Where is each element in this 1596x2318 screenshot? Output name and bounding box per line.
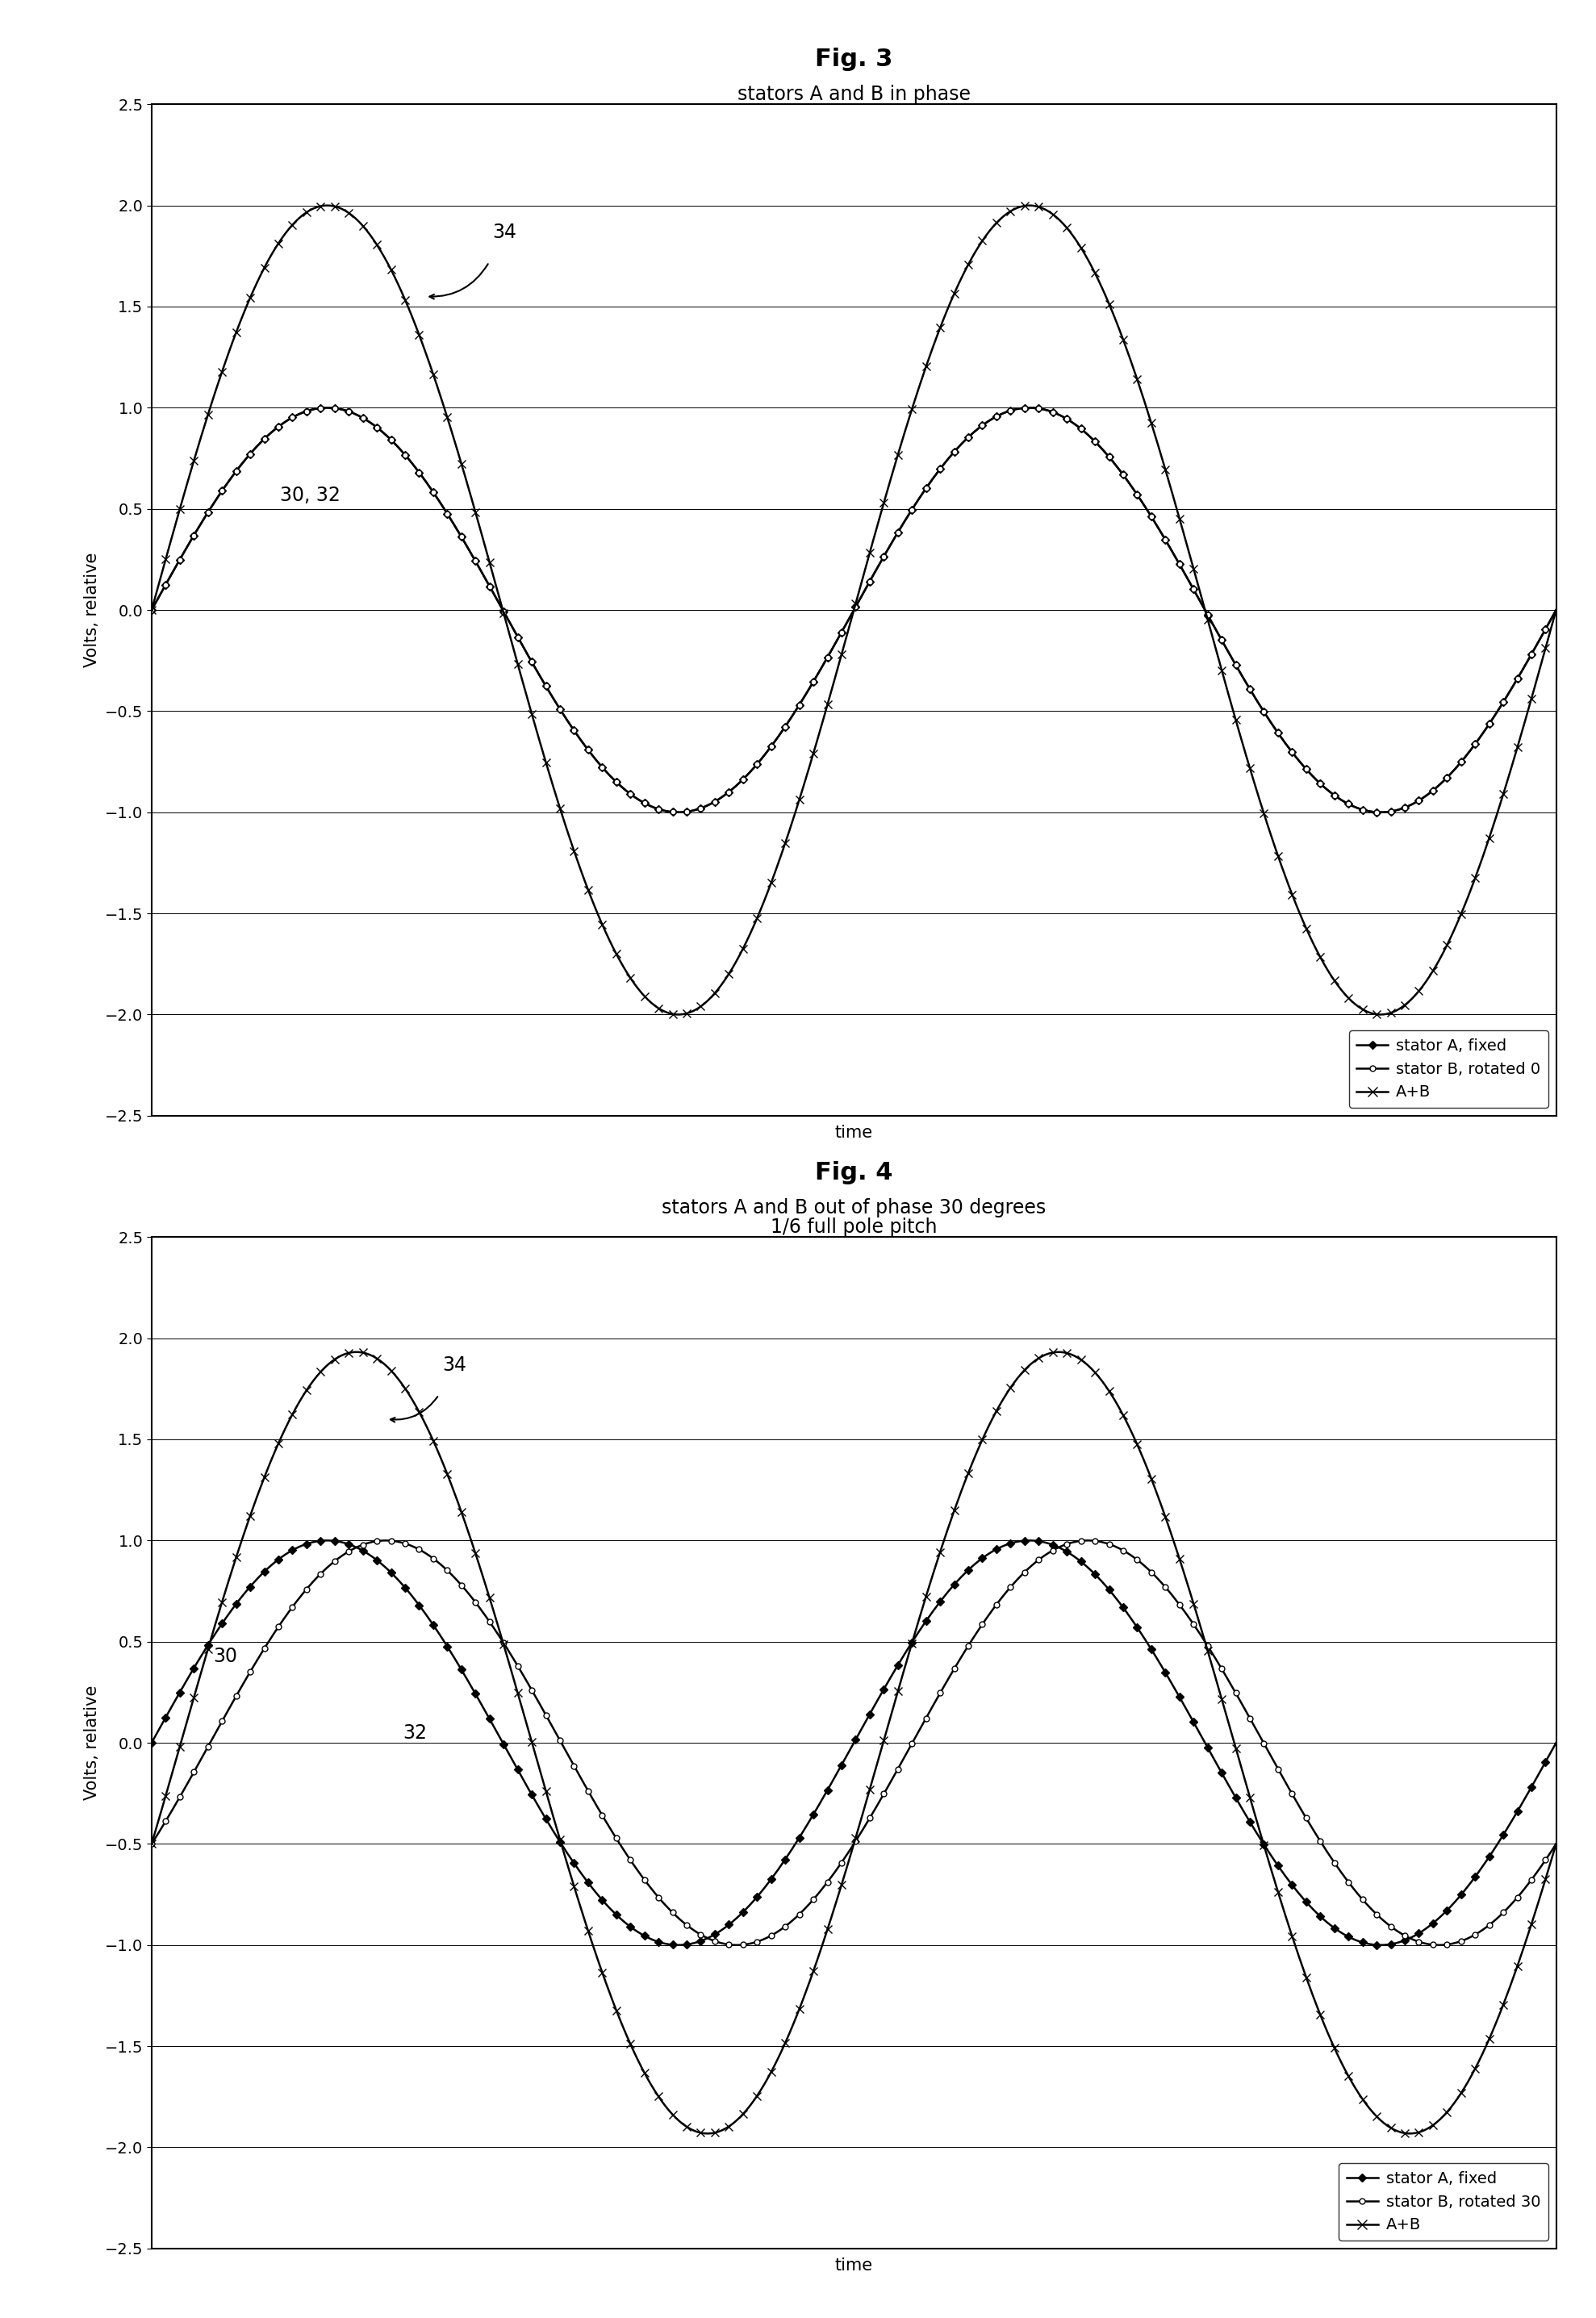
stator A, fixed [142,1729,161,1757]
stator B, rotated 30 [1029,1546,1049,1574]
Line: A+B: A+B [148,202,1559,1018]
X-axis label: time: time [835,2258,873,2274]
stator A, fixed [1029,1528,1049,1555]
A+B [142,1829,161,1857]
stator B, rotated 30 [142,1829,161,1857]
Text: Fig. 4: Fig. 4 [816,1161,892,1184]
Legend: stator A, fixed, stator B, rotated 30, A+B: stator A, fixed, stator B, rotated 30, A… [1339,2163,1548,2242]
Text: stators A and B in phase: stators A and B in phase [737,86,970,104]
stator B, rotated 30 [726,1931,745,1959]
stator B, rotated 0 [603,765,622,793]
stator A, fixed [1029,394,1049,422]
A+B [1163,1523,1183,1551]
stator B, rotated 0 [1547,596,1566,624]
stator A, fixed [1371,1931,1390,1959]
stator B, rotated 0 [318,394,337,422]
stator B, rotated 0 [1371,797,1390,825]
A+B [1029,192,1049,220]
A+B [705,2119,725,2146]
stator B, rotated 30 [1163,1581,1183,1609]
A+B [702,983,721,1011]
Y-axis label: Volts, relative: Volts, relative [85,1685,101,1801]
A+B [142,596,161,624]
Line: stator B, rotated 0: stator B, rotated 0 [148,406,1559,816]
stator B, rotated 30 [311,1560,330,1588]
stator B, rotated 0 [142,596,161,624]
stator A, fixed [1547,1729,1566,1757]
stator A, fixed [318,394,337,422]
Line: stator B, rotated 30: stator B, rotated 30 [148,1537,1559,1947]
stator A, fixed [142,596,161,624]
stator A, fixed [1371,797,1390,825]
A+B [1170,1544,1189,1572]
stator B, rotated 30 [1547,1829,1566,1857]
A+B [1371,1001,1390,1029]
stator A, fixed [603,765,622,793]
stator A, fixed [318,1528,337,1555]
stator A, fixed [1167,545,1186,573]
stator B, rotated 0 [1167,545,1186,573]
stator A, fixed [702,790,721,818]
A+B [311,1358,330,1386]
Text: 30: 30 [214,1646,238,1667]
Text: 1/6 full pole pitch: 1/6 full pole pitch [771,1217,937,1238]
A+B [1033,1342,1052,1370]
Line: A+B: A+B [148,1349,1559,2137]
A+B [1547,596,1566,624]
A+B [318,192,337,220]
stator A, fixed [1159,531,1178,559]
stator B, rotated 30 [600,1813,619,1840]
stator B, rotated 0 [311,394,330,422]
Line: stator A, fixed: stator A, fixed [148,406,1559,816]
stator A, fixed [1159,1664,1178,1692]
stator A, fixed [1167,1676,1186,1704]
Y-axis label: Volts, relative: Volts, relative [85,552,101,668]
Line: stator A, fixed: stator A, fixed [148,1537,1559,1947]
stator B, rotated 30 [1079,1528,1098,1555]
stator B, rotated 0 [1159,531,1178,559]
A+B [1159,468,1178,496]
stator B, rotated 30 [1170,1590,1189,1618]
stator A, fixed [311,394,330,422]
X-axis label: time: time [835,1124,873,1140]
stator B, rotated 0 [1029,394,1049,422]
stator A, fixed [702,1922,721,1949]
A+B [311,192,330,220]
A+B [603,1987,622,2014]
Text: stators A and B out of phase 30 degrees: stators A and B out of phase 30 degrees [662,1198,1045,1217]
A+B [346,1337,365,1365]
stator B, rotated 30 [697,1924,717,1952]
Text: 34: 34 [442,1356,466,1375]
Text: 30, 32: 30, 32 [281,484,340,505]
stator A, fixed [603,1898,622,1926]
Legend: stator A, fixed, stator B, rotated 0, A+B: stator A, fixed, stator B, rotated 0, A+… [1349,1032,1548,1108]
Text: 32: 32 [404,1722,428,1743]
A+B [603,934,622,962]
Text: 34: 34 [493,223,517,241]
A+B [697,2119,717,2146]
A+B [1547,1829,1566,1857]
stator A, fixed [311,1528,330,1555]
stator B, rotated 0 [702,790,721,818]
stator A, fixed [1547,596,1566,624]
Text: Fig. 3: Fig. 3 [816,46,892,72]
A+B [1167,491,1186,519]
